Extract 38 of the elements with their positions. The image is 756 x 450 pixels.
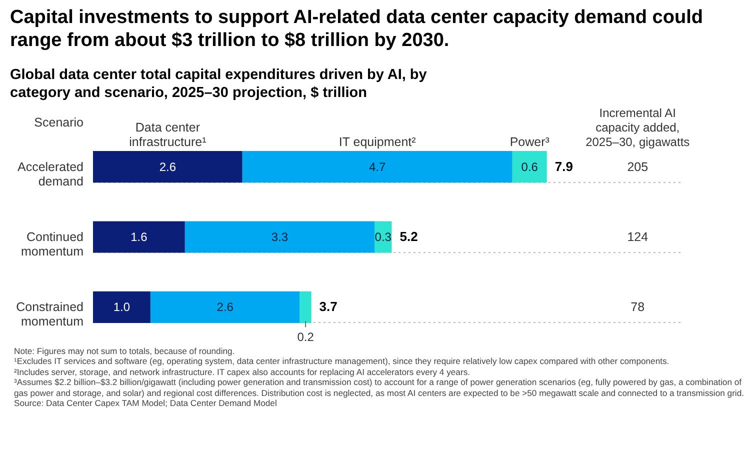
bar	[93, 221, 185, 253]
text: 78	[630, 300, 645, 314]
bar	[512, 151, 547, 183]
data-label: 3.3	[271, 230, 288, 244]
data-label: 2.6	[159, 160, 176, 174]
text: 124	[627, 230, 648, 244]
data-label: 0.6	[521, 160, 538, 174]
data-label: 0.3	[374, 230, 392, 244]
annotation: Note: Figures may not sum to totals, because of rounding.	[14, 346, 236, 356]
bar	[93, 291, 150, 323]
y-tick-label: Constrained momentum	[16, 300, 84, 329]
total-label: 5.2	[400, 229, 418, 244]
bar	[150, 291, 300, 323]
data-label: 1.6	[130, 230, 148, 244]
chart-subtitle: Global data center total capital expenditures driven by AI, by category and scenario, 2025–30 projection, $ trillion	[10, 66, 428, 102]
data-label: 4.7	[369, 160, 386, 174]
bar	[242, 151, 512, 183]
source-note: Source: Data Center Capex TAM Model; Data Center Demand Model	[14, 398, 278, 408]
series-label: Data center infrastructure¹	[129, 120, 206, 149]
text: ²Includes server, storage, and network infrastructure. IT capex also accounts for replacing AI accelerators every 4 years.	[14, 366, 472, 378]
series-label: Power³	[510, 134, 550, 149]
chart-title: Capital investments to support AI-related data center capacity demand could range from about $3 trillion to $8 trillion by 2030.	[10, 6, 704, 52]
y-tick-label: Continued momentum	[20, 230, 84, 258]
total-label: 7.9	[554, 158, 573, 174]
text: ¹Excludes IT services and software (eg, operating system, data center infrastructure management), since they require relatively low capex compared with other components.	[14, 356, 670, 367]
y-axis-title: Scenario	[34, 116, 84, 130]
data-label: 2.6	[216, 300, 234, 314]
series-label: IT equipment²	[338, 134, 416, 149]
y-tick-label: Accelerated demand	[17, 160, 84, 188]
data-label: 0.2	[297, 330, 314, 344]
bar	[93, 151, 242, 183]
text: 205	[627, 160, 648, 174]
bar	[184, 221, 374, 253]
text: ³Assumes $2.2 billion–$3.2 billion/gigawatt (including power generation and transmission cost) to account for a range of power generation scenarios (eg, fully powered by gas, a combination of gas power and storage, and solar) and regional cost differences. Distribution cost is neglected, as most AI centers are expected to be >50 megawatt scale and connected to a transmission grid.	[14, 377, 746, 398]
bar	[300, 291, 312, 323]
text: Incremental AI capacity added, 2025–30, gigawatts	[586, 106, 690, 149]
total-label: 3.7	[319, 299, 338, 314]
data-label: 1.0	[113, 300, 130, 314]
